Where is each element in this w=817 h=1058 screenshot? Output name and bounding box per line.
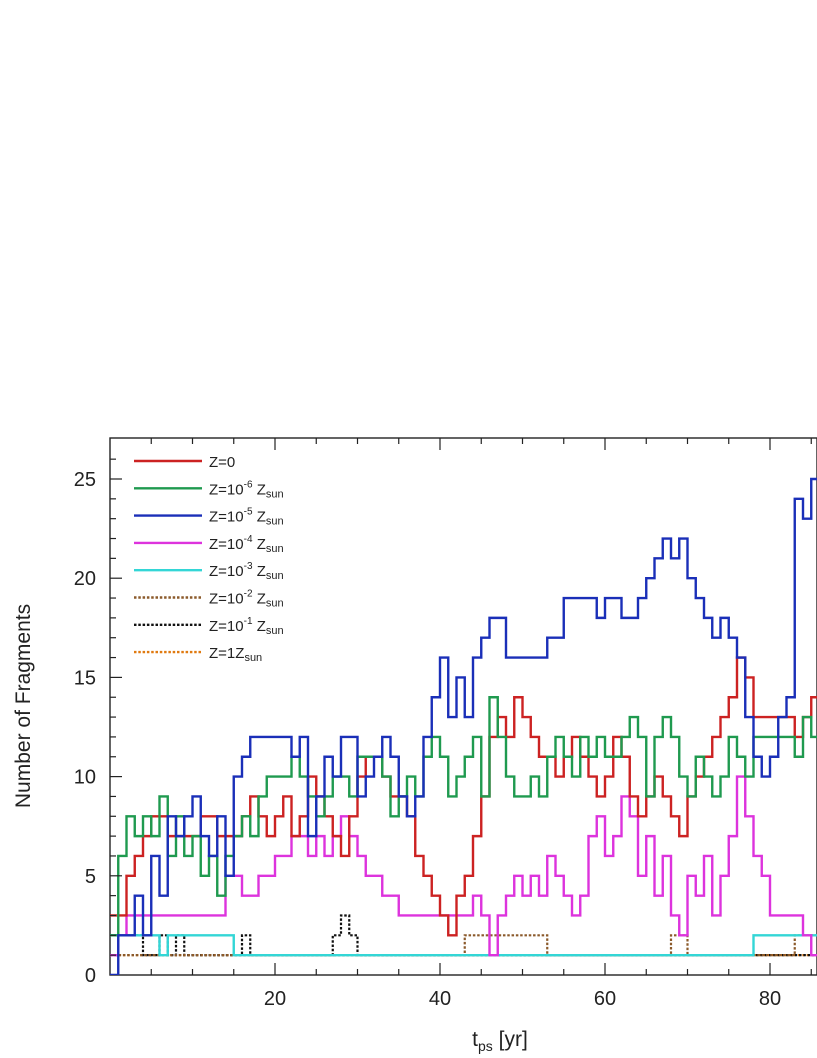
tick-layer: [110, 438, 812, 975]
x-axis-title-sub: ps: [478, 1038, 493, 1054]
legend-label: Z=0: [209, 454, 235, 471]
series-line-4: [110, 775, 817, 957]
legend-label: Z=10-1 Zsun: [209, 616, 284, 637]
legend-label: Z=10-3 Zsun: [209, 561, 284, 582]
legend-label: Z=10-6 Zsun: [209, 479, 284, 500]
y-tick-label: 20: [74, 568, 96, 590]
legend-label: Z=10-5 Zsun: [209, 507, 284, 528]
y-tick-label: 10: [74, 767, 96, 789]
x-tick-label: 60: [594, 988, 616, 1010]
y-axis-title: Number of Fragments: [12, 604, 35, 808]
y-tick-label: 0: [85, 965, 96, 987]
series-line-2: [110, 696, 817, 937]
series-line-7: [110, 914, 817, 957]
series-line-3: [110, 477, 817, 975]
series-line-5: [110, 934, 817, 957]
y-tick-label: 5: [85, 866, 96, 888]
x-tick-label: 40: [429, 988, 451, 1010]
legend-label: Z=10-4 Zsun: [209, 534, 284, 555]
y-tick-label: 15: [74, 667, 96, 689]
legend: Z=0 Z=10-6 Zsun Z=10-5 Zsun Z=10-4 Zsun Z=10…: [134, 454, 284, 664]
x-axis-title: tps [yr]: [472, 1028, 528, 1054]
x-axis-title-base: t: [472, 1028, 478, 1051]
legend-label: Z=10-2 Zsun: [209, 589, 284, 610]
series-line-6: [110, 934, 817, 957]
y-tick-label: 25: [74, 469, 96, 491]
legend-label: Z=1Zsun: [209, 645, 262, 664]
plot-frame: [109, 437, 817, 976]
series-layer: [110, 477, 817, 975]
x-tick-label: 80: [759, 988, 781, 1010]
x-axis-title-unit: [yr]: [493, 1028, 528, 1051]
x-tick-label: 20: [264, 988, 286, 1010]
